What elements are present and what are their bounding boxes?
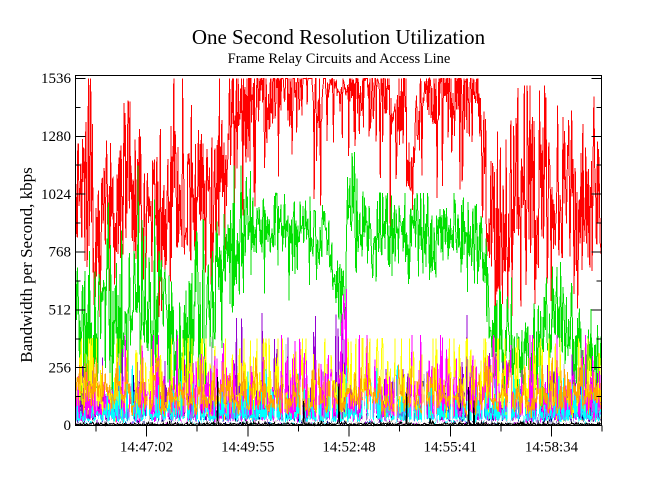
svg-text:14:49:55: 14:49:55 <box>221 440 274 456</box>
svg-text:768: 768 <box>49 245 72 261</box>
svg-text:Bandwidth per Second, kbps: Bandwidth per Second, kbps <box>17 167 36 362</box>
svg-text:14:52:48: 14:52:48 <box>322 440 375 456</box>
svg-text:One Second Resolution Utilizat: One Second Resolution Utilization <box>192 25 486 49</box>
svg-text:14:58:34: 14:58:34 <box>525 440 579 456</box>
svg-text:0: 0 <box>64 418 72 434</box>
svg-text:256: 256 <box>49 360 72 376</box>
svg-text:1536: 1536 <box>41 71 72 87</box>
svg-text:1024: 1024 <box>41 187 72 203</box>
svg-text:14:47:02: 14:47:02 <box>120 440 173 456</box>
svg-text:1280: 1280 <box>41 129 71 145</box>
svg-text:512: 512 <box>49 303 72 319</box>
svg-text:Frame Relay Circuits and Acces: Frame Relay Circuits and Access Line <box>228 51 451 67</box>
svg-text:14:55:41: 14:55:41 <box>424 440 477 456</box>
